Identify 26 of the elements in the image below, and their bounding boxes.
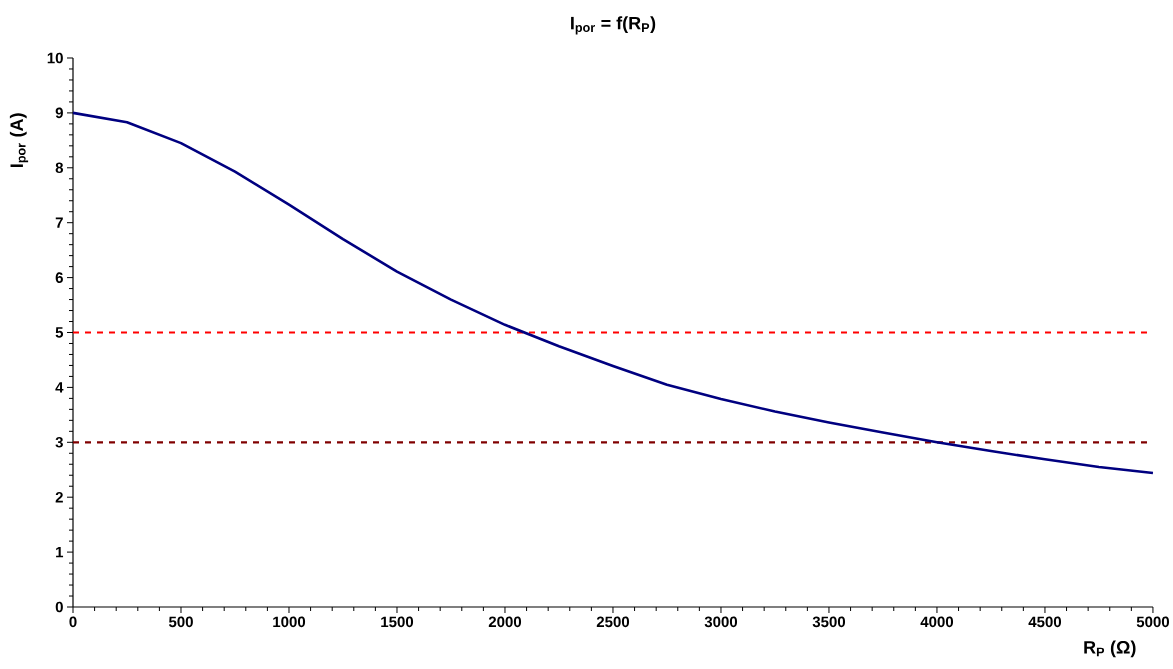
- x-tick-label: 4000: [920, 616, 954, 628]
- y-tick-label: 7: [55, 217, 63, 228]
- y-tick-label: 4: [55, 382, 64, 393]
- x-tick-label: 3500: [812, 616, 846, 628]
- x-tick-label: 2000: [488, 616, 522, 628]
- x-tick-label: 1500: [381, 616, 414, 628]
- y-tick-label: 6: [55, 272, 63, 283]
- y-tick-label: 0: [55, 601, 63, 613]
- y-tick-label: 2: [55, 491, 63, 503]
- y-tick-label: 10: [47, 52, 63, 64]
- y-axis-title: I$_{por}$ (A): [9, 113, 29, 168]
- line-series: [71, 111, 1155, 475]
- y-tick-label: 1: [56, 546, 64, 558]
- x-tick-label: 0: [69, 616, 77, 628]
- chart-title: I$_{por}$ = f(R$_{P}$): [571, 16, 656, 35]
- x-tick-label: 500: [168, 616, 193, 628]
- x-tick-label: 5000: [1136, 616, 1170, 628]
- x-axis-title: R$_{P}$ (Ω): [1084, 640, 1136, 658]
- y-tick-label: 9: [55, 107, 63, 119]
- x-tick-label: 2500: [596, 616, 630, 628]
- y-tick-label: 8: [55, 162, 64, 174]
- x-tick-label: 1000: [273, 616, 306, 628]
- x-tick-label: 4500: [1028, 616, 1062, 628]
- y-tick-label: 3: [55, 436, 63, 448]
- x-tick-label: 3000: [704, 616, 738, 628]
- y-tick-label: 5: [55, 327, 64, 338]
